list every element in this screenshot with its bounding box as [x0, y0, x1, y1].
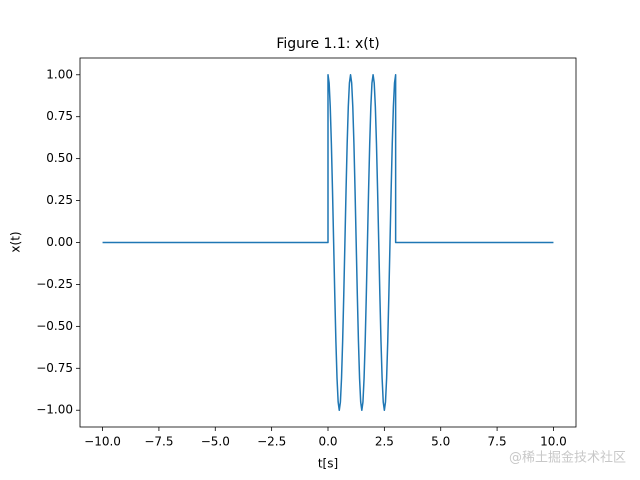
x-tick-label: 7.5: [488, 435, 507, 449]
y-tick-label: 1.00: [46, 67, 73, 81]
y-tick-label: −0.25: [36, 277, 73, 291]
watermark: @稀土掘金技术社区: [509, 450, 626, 466]
y-axis-label: x(t): [9, 231, 23, 252]
x-tick-label: 5.0: [431, 435, 450, 449]
y-tick-label: −0.75: [36, 361, 73, 375]
y-tick-label: 0.50: [46, 151, 73, 165]
y-tick-label: −0.50: [36, 319, 73, 333]
y-tick-label: 0.75: [46, 109, 73, 123]
y-tick-label: −1.00: [36, 403, 73, 417]
x-axis-label: t[s]: [318, 457, 338, 471]
y-tick-label: 0.00: [46, 235, 73, 249]
plot-frame: [79, 57, 577, 428]
x-tick-label: 2.5: [375, 435, 394, 449]
x-tick-label: 10.0: [540, 435, 567, 449]
chart-title: Figure 1.1: x(t): [276, 36, 379, 52]
x-tick-label: −5.0: [201, 435, 230, 449]
line-series: [102, 74, 554, 411]
x-tick-label: −7.5: [144, 435, 173, 449]
y-tick-label: 0.25: [46, 193, 73, 207]
x-tick-label: −10.0: [84, 435, 121, 449]
x-tick-label: −2.5: [257, 435, 286, 449]
x-tick-label: 0.0: [318, 435, 337, 449]
